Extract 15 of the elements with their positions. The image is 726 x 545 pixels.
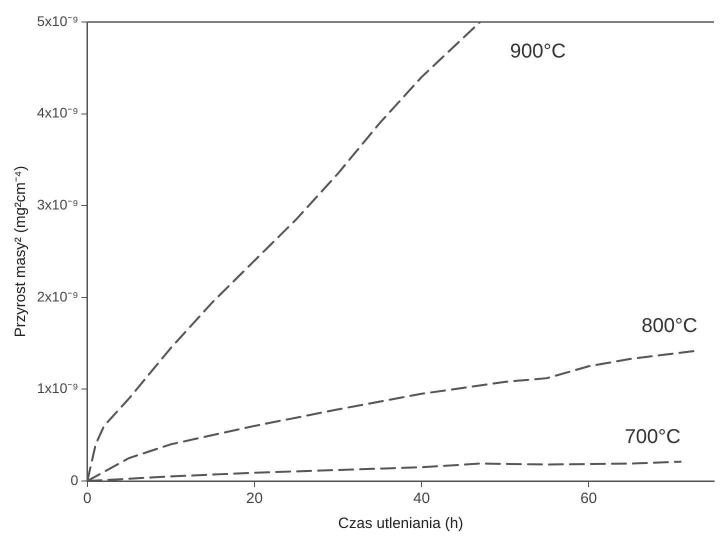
y-tick-label: 5x10⁻⁹ bbox=[36, 12, 78, 29]
series-label: 800°C bbox=[641, 315, 698, 338]
x-tick-label: 20 bbox=[246, 490, 263, 508]
x-tick-label: 0 bbox=[83, 490, 92, 508]
series-label: 900°C bbox=[510, 40, 566, 63]
y-tick-label: 1x10⁻⁹ bbox=[36, 380, 78, 396]
y-tick-label: 3x10⁻⁹ bbox=[36, 196, 78, 212]
x-axis-title: Czas utleniania (h) bbox=[338, 515, 464, 532]
y-axis-title: Przyrost masy² (mg²cm⁻⁴) bbox=[12, 166, 30, 338]
x-tick-label: 60 bbox=[580, 490, 598, 508]
y-tick-label: 2x10⁻⁹ bbox=[36, 288, 78, 304]
y-tick-label: 4x10⁻⁹ bbox=[36, 104, 78, 121]
y-tick-label: 0 bbox=[70, 472, 79, 488]
series-label: 700°C bbox=[624, 426, 681, 448]
x-tick-label: 40 bbox=[413, 490, 430, 508]
